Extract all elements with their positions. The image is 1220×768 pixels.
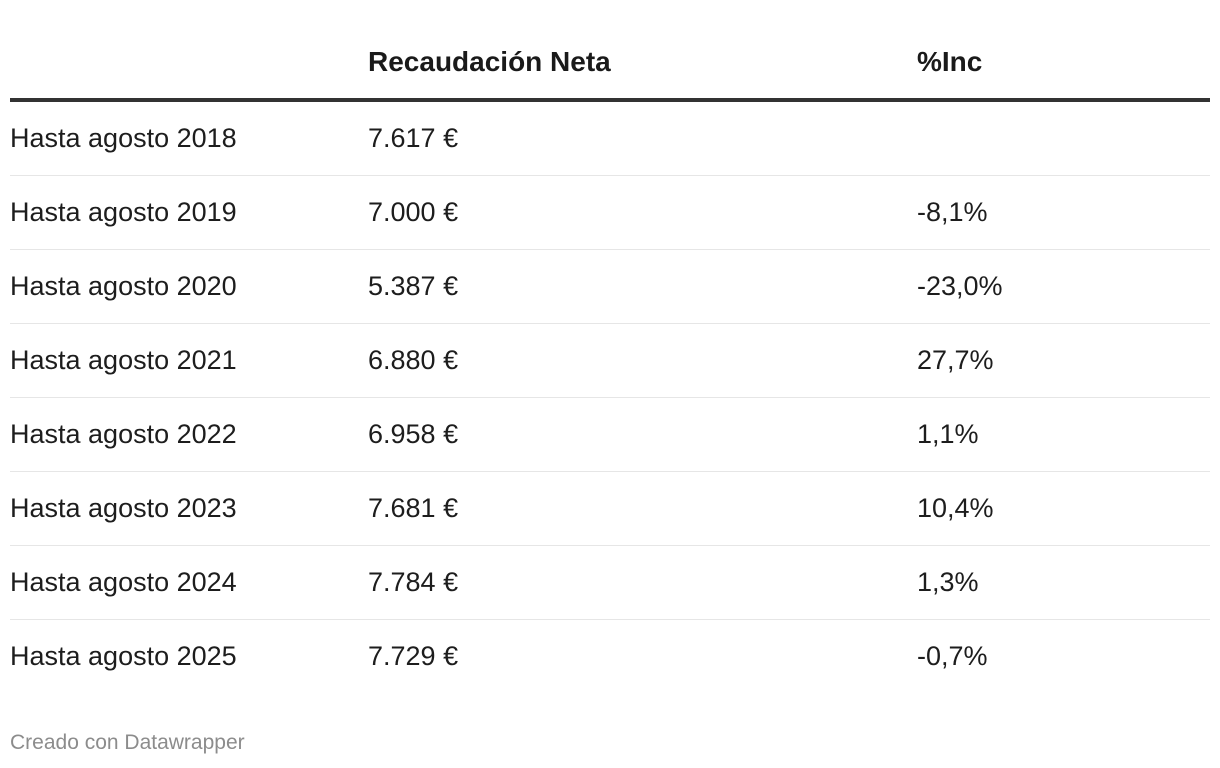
table-row: Hasta agosto 2019 7.000 € -8,1% [10, 175, 1210, 250]
inc-cell: -8,1% [917, 175, 1210, 250]
recaudacion-cell: 7.729 € [368, 641, 459, 671]
inc-cell: -23,0% [917, 249, 1210, 324]
period-cell: Hasta agosto 2019 [10, 175, 368, 250]
period-cell: Hasta agosto 2025 [10, 641, 237, 671]
recaudacion-cell: 5.387 € [368, 249, 917, 324]
inc-cell: 10,4% [917, 471, 1210, 546]
recaudacion-cell: 7.000 € [368, 175, 917, 250]
table-row: Hasta agosto 2018 7.617 € [10, 100, 1210, 176]
table-row: Hasta agosto 2020 5.387 € -23,0% [10, 249, 1210, 324]
datawrapper-credit: Creado con Datawrapper [10, 731, 245, 754]
recaudacion-cell: 7.617 € [368, 100, 917, 176]
table-row: Hasta agosto 2023 7.681 € 10,4% [10, 471, 1210, 546]
period-cell: Hasta agosto 2021 [10, 323, 368, 398]
recaudacion-cell: 6.880 € [368, 323, 917, 398]
inc-cell: 27,7% [917, 323, 1210, 398]
inc-cell [917, 100, 1210, 176]
inc-cell: -0,7% [917, 641, 988, 671]
data-table-container: Recaudación Neta %Inc Hasta agosto 2018 … [10, 0, 1210, 693]
period-cell: Hasta agosto 2023 [10, 471, 368, 546]
recaudacion-cell: 7.784 € [368, 545, 917, 620]
column-header-inc: %Inc [917, 0, 1210, 102]
table-row: Hasta agosto 2025 7.729 € -0,7% [10, 620, 1210, 694]
inc-cell: 1,1% [917, 397, 1210, 472]
period-cell: Hasta agosto 2020 [10, 249, 368, 324]
recaudacion-cell: 6.958 € [368, 397, 917, 472]
table-row: Hasta agosto 2024 7.784 € 1,3% [10, 545, 1210, 620]
period-cell: Hasta agosto 2022 [10, 397, 368, 472]
table-row: Hasta agosto 2022 6.958 € 1,1% [10, 397, 1210, 472]
column-header-recaudacion: Recaudación Neta [368, 0, 917, 102]
table-header-row: Recaudación Neta %Inc [10, 0, 1210, 102]
period-cell: Hasta agosto 2018 [10, 100, 368, 176]
inc-cell: 1,3% [917, 545, 1210, 620]
data-table: Recaudación Neta %Inc Hasta agosto 2018 … [10, 0, 1210, 693]
recaudacion-cell: 7.681 € [368, 471, 917, 546]
table-row: Hasta agosto 2021 6.880 € 27,7% [10, 323, 1210, 398]
column-header-period [10, 0, 368, 102]
period-cell: Hasta agosto 2024 [10, 545, 368, 620]
